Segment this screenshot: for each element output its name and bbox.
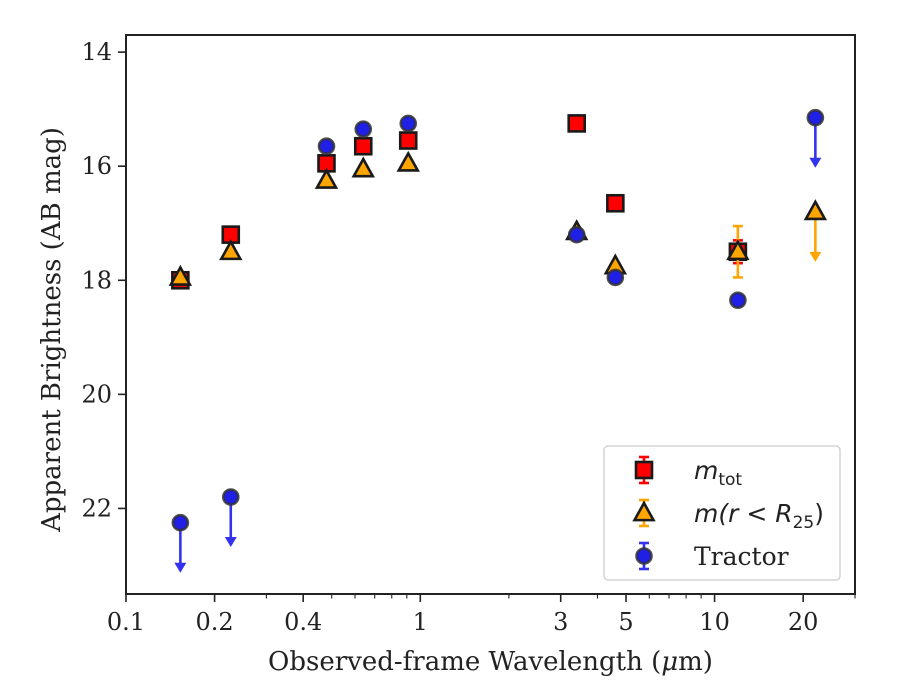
data-point	[726, 239, 750, 261]
legend-box	[603, 445, 841, 581]
x-tick-label: 0.4	[284, 608, 322, 636]
y-axis-label: Apparent Brightness (AB mag)	[37, 127, 67, 533]
x-tick-label: 5	[618, 608, 633, 636]
data-point	[398, 131, 418, 150]
data-point	[353, 136, 373, 156]
y-tick-label: 22	[81, 494, 112, 522]
data-point	[317, 137, 336, 156]
data-point	[351, 156, 375, 178]
x-tick-label: 0.2	[196, 608, 234, 636]
legend-label: mtot	[694, 456, 742, 490]
x-axis-label: Observed-frame Wavelength (μm)	[268, 647, 713, 677]
y-tick-label: 16	[81, 152, 112, 180]
data-point	[606, 193, 625, 213]
plot-frame	[125, 34, 856, 595]
legend-entry-mr25: m(r < R25)	[632, 498, 824, 533]
data-point	[396, 150, 420, 172]
upper-limit-arrowhead	[809, 157, 822, 168]
data-point	[729, 291, 747, 310]
data-point	[606, 268, 625, 287]
y-tick-label: 18	[81, 266, 112, 294]
legend-entry-tractor: Tractor	[635, 541, 789, 571]
data-point	[168, 264, 193, 286]
axis-ticks: 0.1 0.2 0.4 1 3 5 10 20 14 16 18 20 22	[81, 38, 856, 636]
legend-marker	[632, 500, 656, 522]
plot-area	[168, 108, 828, 573]
x-tick-label: 1	[413, 608, 428, 636]
legend: mtot m(r < R25) Tractor	[603, 445, 841, 581]
data-point	[354, 120, 373, 138]
data-point	[171, 513, 190, 532]
upper-limit-arrowhead	[224, 537, 237, 548]
x-tick-label: 3	[553, 608, 568, 636]
legend-marker	[635, 547, 653, 565]
x-tick-label: 10	[699, 608, 730, 636]
x-tick-label: 0.1	[107, 608, 145, 636]
data-point	[803, 199, 828, 221]
data-point	[219, 239, 243, 261]
y-tick-label: 20	[81, 380, 112, 408]
legend-label: m(r < R25)	[694, 499, 824, 533]
data-point	[221, 488, 240, 506]
legend-marker	[634, 460, 654, 480]
upper-limit-arrowhead	[809, 251, 822, 262]
legend-label: Tractor	[694, 542, 789, 571]
data-point	[567, 114, 587, 133]
data-point	[806, 108, 825, 127]
series-mtot	[171, 114, 748, 290]
series-tractor	[171, 108, 825, 573]
data-point	[314, 167, 339, 189]
y-tick-label: 14	[81, 38, 112, 66]
data-point	[399, 114, 418, 133]
upper-limit-arrowhead	[174, 562, 187, 573]
x-tick-label: 20	[788, 608, 819, 636]
legend-entry-mtot: mtot	[634, 455, 742, 490]
series-mr25	[168, 150, 828, 286]
data-point	[567, 225, 586, 244]
